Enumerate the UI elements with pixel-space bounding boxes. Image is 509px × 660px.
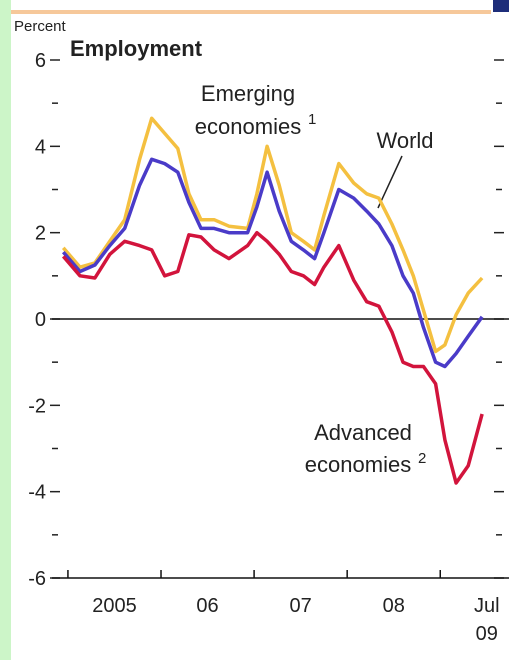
- top-bar: [11, 10, 491, 14]
- annotation: Emerging: [201, 81, 295, 106]
- leader-line: [377, 155, 403, 209]
- x-tick-label: 2005: [92, 595, 137, 617]
- y-tick-label: 0: [35, 309, 46, 331]
- x-tick-sublabel: 09: [476, 623, 498, 645]
- x-tick-label: 06: [196, 595, 218, 617]
- series-line: [61, 157, 484, 369]
- series-line: [61, 230, 484, 485]
- y-tick-label: -2: [28, 395, 46, 417]
- y-tick-label: -4: [28, 482, 46, 504]
- y-axis-label: Percent: [14, 18, 67, 35]
- y-tick-label: -6: [28, 568, 46, 590]
- series-line: [61, 116, 484, 354]
- chart-title: Employment: [70, 36, 203, 61]
- y-tick-label: 4: [35, 136, 46, 158]
- annotation: economies: [195, 114, 301, 139]
- annotation: 1: [308, 111, 316, 128]
- x-tick-label: 07: [290, 595, 312, 617]
- y-tick-label: 6: [35, 50, 46, 72]
- y-tick-label: 2: [35, 223, 46, 245]
- corner-mark: [493, 0, 509, 12]
- annotation: economies: [305, 452, 411, 477]
- annotation: Advanced: [314, 420, 412, 445]
- annotation: 2: [418, 450, 426, 467]
- x-tick-label: 08: [383, 595, 405, 617]
- x-tick-label: Jul: [474, 595, 500, 617]
- annotation: World: [376, 128, 433, 153]
- left-strip: [0, 0, 11, 660]
